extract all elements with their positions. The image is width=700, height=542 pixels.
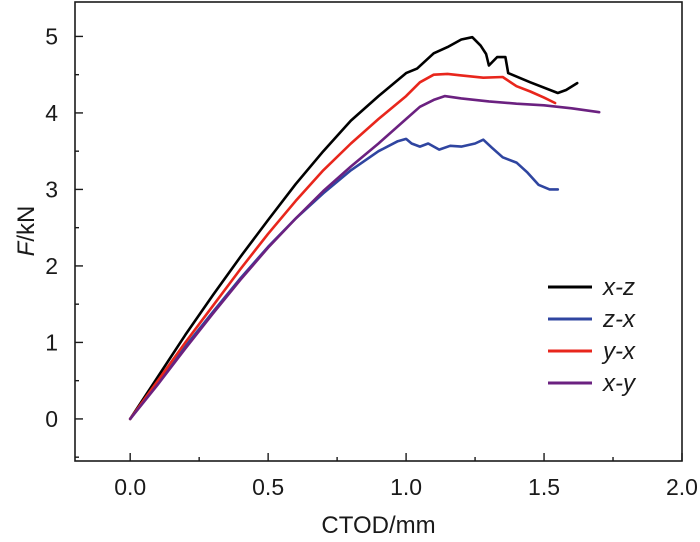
- x-tick-label: 0.0: [114, 474, 146, 500]
- x-axis-title: CTOD/mm: [321, 512, 435, 539]
- legend-label-z-x: z-x: [602, 306, 636, 333]
- y-tick-label: 0: [45, 406, 58, 432]
- legend-label-x-z: x-z: [602, 274, 635, 301]
- y-tick-label: 4: [45, 100, 58, 126]
- y-axis-title-unit: /kN: [13, 206, 40, 242]
- y-tick-label: 3: [45, 176, 58, 202]
- legend: x-z z-x y-x x-y: [548, 274, 637, 397]
- series-line-y-x: [128, 72, 557, 421]
- legend-label-y-x: y-x: [601, 338, 636, 365]
- x-tick-label: 0.5: [252, 474, 284, 500]
- axis-ticks: 0.0 0.5 1.0 1.5 2.0 0 1 2 3 4 5: [45, 23, 698, 500]
- x-tick-label: 2.0: [666, 474, 698, 500]
- plot-frame: [74, 1, 683, 462]
- y-axis-title: F/kN: [13, 206, 40, 257]
- x-tick-label: 1.5: [528, 474, 560, 500]
- x-tick-label: 1.0: [390, 474, 422, 500]
- y-axis-title-variable: F: [13, 240, 40, 256]
- y-tick-label: 1: [45, 329, 58, 355]
- series-line-x-y: [128, 94, 601, 421]
- series-lines: [128, 35, 601, 421]
- legend-label-x-y: x-y: [602, 370, 637, 397]
- series-line-z-x: [128, 137, 560, 421]
- y-tick-label: 5: [45, 23, 58, 49]
- y-tick-label: 2: [45, 253, 58, 279]
- series-line-x-z: [128, 35, 579, 421]
